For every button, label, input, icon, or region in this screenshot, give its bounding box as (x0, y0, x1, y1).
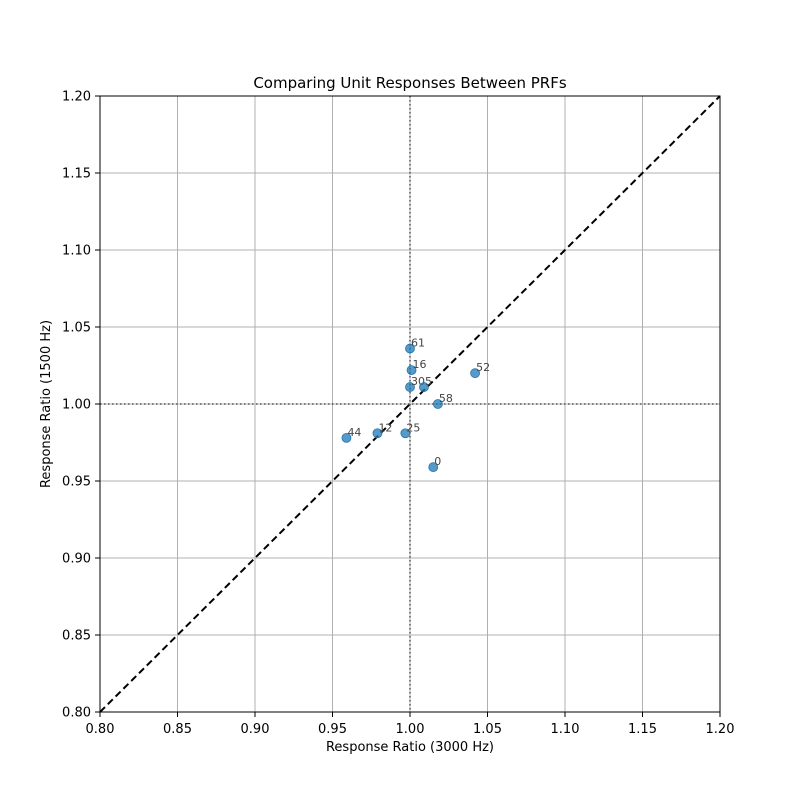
point-label: 44 (347, 426, 361, 439)
data-point (419, 382, 429, 392)
point-label: 58 (439, 392, 453, 405)
data-point (405, 343, 415, 354)
point-label: 16 (413, 358, 427, 371)
y-tick-label: 1.00 (62, 398, 91, 413)
y-tick-label: 1.20 (62, 90, 91, 105)
point-label: 12 (378, 421, 392, 434)
y-tick-label: 0.95 (62, 475, 91, 490)
data-point (432, 399, 443, 409)
x-tick-label: 0.95 (318, 722, 347, 737)
data-point (400, 428, 411, 439)
y-tick-label: 1.05 (62, 321, 91, 336)
y-tick-label: 1.10 (62, 244, 91, 259)
y-tick-label: 0.80 (62, 706, 91, 721)
y-axis-label: Response Ratio (1500 Hz) (39, 320, 54, 488)
data-point (406, 365, 417, 376)
point-label: 52 (476, 361, 490, 374)
reference-lines (99, 95, 721, 713)
x-tick-label: 1.15 (628, 722, 657, 737)
x-axis-label: Response Ratio (3000 Hz) (326, 740, 494, 755)
x-tick-label: 1.10 (551, 722, 580, 737)
data-point (405, 382, 415, 392)
data-point (341, 432, 352, 443)
x-tick-label: 0.90 (241, 722, 270, 737)
chart-title: Comparing Unit Responses Between PRFs (253, 74, 567, 92)
identity-diagonal-line (99, 95, 721, 713)
x-tick-label: 1.05 (473, 722, 502, 737)
y-tick-label: 0.85 (62, 629, 91, 644)
x-tick-label: 1.20 (706, 722, 735, 737)
point-label: 0 (434, 455, 441, 468)
y-tick-label: 1.15 (62, 167, 91, 182)
point-label: 61 (411, 337, 425, 350)
x-tick-label: 1.00 (396, 722, 425, 737)
data-point (428, 462, 439, 473)
data-point (470, 368, 481, 379)
point-label: 5 (425, 375, 432, 388)
point-label: 25 (406, 421, 420, 434)
x-ticks: 0.80 0.85 0.90 0.95 1.00 1.05 1.10 1.15 1.20 (86, 712, 735, 737)
x-tick-label: 0.85 (163, 722, 192, 737)
x-tick-label: 0.80 (86, 722, 115, 737)
y-tick-label: 0.90 (62, 552, 91, 567)
y-ticks: 0.80 0.85 0.90 0.95 1.00 1.05 1.10 1.15 1.20 (62, 90, 100, 721)
data-point (372, 428, 383, 439)
